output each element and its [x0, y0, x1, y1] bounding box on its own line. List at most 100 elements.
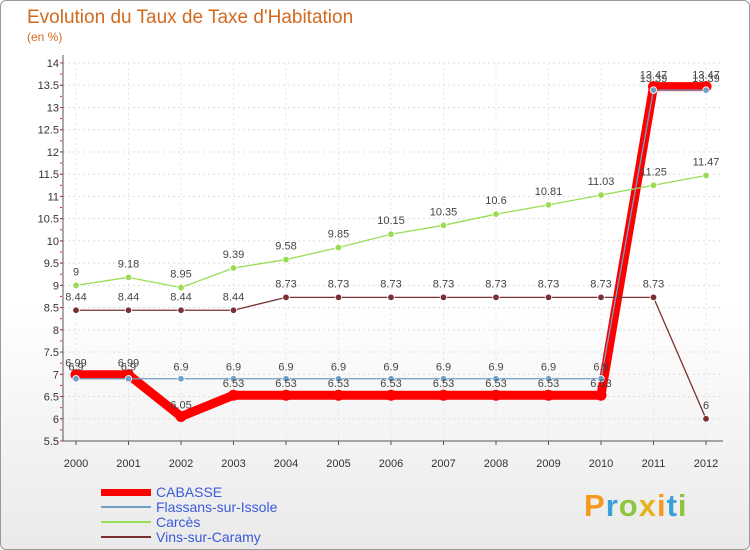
logo-letter: P — [584, 488, 606, 523]
data-label: 8.73 — [275, 278, 296, 290]
y-tick-label: 9.5 — [44, 258, 59, 270]
data-point — [124, 375, 133, 383]
x-tick-label: 2005 — [326, 458, 350, 470]
logo-letter: i — [677, 488, 688, 523]
y-tick-label: 11 — [48, 191, 59, 203]
x-tick-label: 2010 — [589, 458, 613, 470]
legend-item: Vins-sur-Caramy — [101, 529, 401, 545]
data-label: 11.25 — [640, 166, 667, 178]
data-label: 6.9 — [173, 362, 188, 374]
data-point — [544, 293, 553, 302]
data-label: 8.95 — [170, 269, 191, 281]
data-label: 6.9 — [436, 362, 451, 374]
data-point — [72, 306, 80, 314]
y-tick-label: 13.5 — [38, 80, 59, 92]
data-label: 6.53 — [275, 378, 296, 390]
data-point — [229, 375, 238, 383]
legend-item: Carcès — [101, 514, 401, 530]
data-label: 8.44 — [170, 291, 191, 303]
data-point — [387, 293, 395, 302]
legend-label: Carcès — [156, 514, 201, 530]
data-label: 9.18 — [118, 258, 139, 270]
legend-label: Vins-sur-Caramy — [156, 529, 261, 545]
data-point — [72, 281, 80, 290]
data-label: 6.9 — [488, 362, 503, 374]
data-point — [387, 375, 395, 383]
data-point — [544, 201, 553, 209]
data-point — [702, 86, 710, 94]
data-label: 10.15 — [377, 215, 405, 227]
data-label: 11.47 — [693, 157, 720, 169]
data-label: 6.9 — [278, 362, 293, 374]
logo-letter: r — [605, 488, 619, 523]
data-label: 6.53 — [433, 378, 454, 390]
legend-label: Flassans-sur-Issole — [156, 499, 278, 515]
data-point — [492, 375, 500, 383]
data-point — [334, 375, 343, 383]
data-label: 6.9 — [541, 362, 556, 374]
data-point — [595, 389, 607, 401]
logo-letter: i — [656, 488, 667, 523]
legend: CABASSE Flassans-sur-Issole Carcès Vins-sur… — [101, 484, 401, 545]
x-tick-label: 2006 — [379, 458, 403, 470]
y-tick-label: 8.5 — [44, 303, 59, 315]
data-label: 8.44 — [65, 291, 86, 303]
x-tick-label: 2000 — [64, 458, 88, 470]
data-label: 9.58 — [275, 241, 296, 253]
y-tick-label: 11.5 — [38, 169, 59, 181]
data-label: 10.81 — [535, 186, 563, 198]
data-label: 9 — [73, 266, 79, 278]
data-label: 10.35 — [430, 206, 458, 218]
data-point — [124, 306, 133, 314]
data-point — [229, 264, 238, 272]
logo-letter: x — [638, 488, 657, 523]
data-label: 8.73 — [380, 278, 401, 290]
logo-letter: t — [666, 488, 678, 523]
data-label: 6.9 — [68, 362, 83, 374]
data-label: 8.73 — [590, 278, 611, 290]
data-label: 9.39 — [223, 249, 244, 261]
data-label: 6.99 — [118, 358, 139, 370]
data-label: 13.47 — [640, 70, 668, 82]
data-point — [649, 293, 658, 302]
y-tick-label: 6 — [53, 414, 59, 426]
data-label: 6.53 — [590, 378, 611, 390]
data-label: 6.9 — [593, 362, 608, 374]
y-tick-label: 13 — [47, 102, 59, 114]
y-tick-label: 5.5 — [44, 436, 59, 448]
data-point — [175, 411, 187, 423]
legend-label: CABASSE — [156, 484, 223, 500]
legend-swatch — [101, 488, 151, 496]
data-point — [72, 375, 80, 383]
chart-unit: (en %) — [27, 30, 63, 44]
data-label: 9.85 — [328, 229, 349, 241]
data-point — [387, 230, 395, 238]
data-label: 6.05 — [170, 400, 191, 412]
data-point — [649, 86, 658, 94]
data-label: 8.73 — [433, 278, 454, 290]
data-label: 13.39 — [692, 73, 720, 85]
x-tick-label: 2007 — [431, 458, 455, 470]
data-point — [597, 293, 605, 302]
data-point — [333, 389, 344, 401]
data-label: 8.73 — [538, 278, 559, 290]
data-label: 11.03 — [588, 176, 615, 188]
data-label: 6.9 — [331, 362, 346, 374]
data-point — [597, 375, 605, 383]
data-label: 6.99 — [65, 358, 86, 370]
legend-item: Flassans-sur-Issole — [101, 499, 401, 515]
logo-letter: o — [618, 488, 639, 523]
data-label: 13.39 — [640, 73, 668, 85]
data-label: 6.9 — [226, 362, 241, 374]
data-point — [334, 243, 343, 252]
x-tick-label: 2001 — [116, 458, 140, 470]
data-point — [544, 375, 553, 383]
data-point — [280, 389, 292, 401]
x-tick-label: 2002 — [169, 458, 193, 470]
y-tick-label: 9 — [53, 280, 59, 292]
data-point — [282, 255, 290, 264]
data-point — [177, 283, 185, 292]
y-tick-label: 7.5 — [44, 347, 59, 359]
